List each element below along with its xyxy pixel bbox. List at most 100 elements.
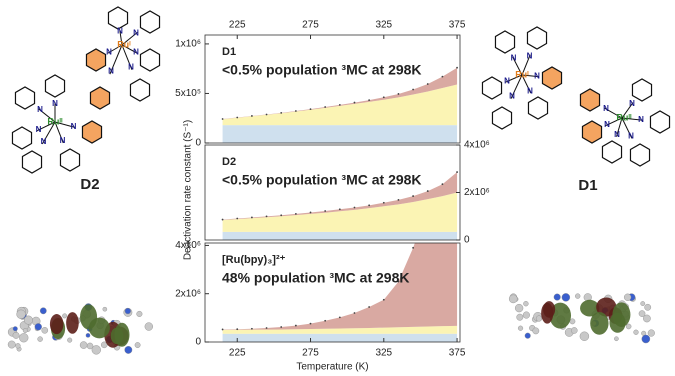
pyridine-ring xyxy=(528,97,547,119)
data-point xyxy=(383,96,385,98)
annotation: <0.5% population ³MC at 298K xyxy=(222,62,422,78)
area xyxy=(223,125,457,143)
pyridine-ring xyxy=(130,79,149,101)
data-point xyxy=(266,114,268,116)
data-point xyxy=(251,217,253,219)
atom-label: N xyxy=(628,132,634,141)
x-axis-title: Temperature (K) xyxy=(296,362,368,373)
pyridine-ring xyxy=(82,121,101,143)
pyridine-ring xyxy=(580,89,599,111)
data-point xyxy=(324,210,326,212)
data-point xyxy=(398,199,400,201)
orbital-lobe xyxy=(66,312,79,334)
x-tick-label: 375 xyxy=(449,348,466,359)
atom-sphere xyxy=(15,343,20,348)
area xyxy=(223,232,457,240)
data-point xyxy=(412,89,414,91)
metal-label: Ruᴵ xyxy=(515,69,529,79)
data-point xyxy=(412,247,414,249)
pyridine-ring xyxy=(602,141,621,163)
data-point xyxy=(295,325,297,327)
data-point xyxy=(310,108,312,110)
data-point xyxy=(251,328,253,330)
atom-sphere xyxy=(35,323,42,330)
pyridine-ring xyxy=(527,27,546,49)
data-point xyxy=(280,214,282,216)
data-point xyxy=(324,320,326,322)
panel-label: D1 xyxy=(222,46,236,58)
x-tick-label: 225 xyxy=(229,348,246,359)
orbital-lobe xyxy=(543,301,555,318)
atom-label: N xyxy=(504,77,510,86)
pyridine-ring xyxy=(86,49,105,71)
figure: NNNNNNNNNNNNRuᴵᴵRuᴵD2NNNNNNNNNNNNRuᴵRuᴵᴵ… xyxy=(0,0,675,376)
data-point xyxy=(236,218,238,220)
data-point xyxy=(456,171,458,173)
y-tick-label: 2x10⁶ xyxy=(464,187,490,198)
orbital-lobe xyxy=(610,313,626,333)
data-point xyxy=(339,316,341,318)
atom-sphere xyxy=(536,316,542,322)
data-point xyxy=(442,76,444,78)
area xyxy=(223,334,457,342)
data-point xyxy=(398,93,400,95)
pyridine-ring xyxy=(650,111,669,133)
orbital-lobe xyxy=(590,312,608,335)
atom-sphere xyxy=(145,323,153,331)
y-tick-label: 1x10⁶ xyxy=(175,39,201,50)
data-point xyxy=(383,299,385,301)
atom-sphere xyxy=(517,314,523,320)
atom-label: N xyxy=(509,92,515,101)
atom-label: N xyxy=(117,27,123,36)
atom-label: N xyxy=(527,52,533,61)
data-point xyxy=(280,112,282,114)
data-point xyxy=(295,213,297,215)
pyridine-ring xyxy=(140,49,159,71)
panel xyxy=(222,67,458,143)
atom-sphere xyxy=(13,326,18,331)
metal-label: Ruᴵᴵ xyxy=(616,112,632,122)
atom-sphere xyxy=(515,304,523,312)
atom-label: N xyxy=(106,48,112,57)
pyridine-ring xyxy=(22,151,41,173)
data-point xyxy=(412,195,414,197)
atom-sphere xyxy=(523,312,530,319)
pyridine-ring xyxy=(632,79,651,101)
atom-sphere xyxy=(570,319,575,324)
atom-label: N xyxy=(638,115,644,124)
data-point xyxy=(354,207,356,209)
atom-sphere xyxy=(523,301,528,306)
data-point xyxy=(236,328,238,330)
panel-label: D2 xyxy=(222,156,236,168)
pyridine-ring xyxy=(495,31,514,53)
atom-sphere xyxy=(103,307,107,311)
data-point xyxy=(354,312,356,314)
y-tick-label: 5x10⁵ xyxy=(175,88,201,99)
atom-sphere xyxy=(137,311,143,317)
atom-sphere xyxy=(17,310,26,319)
y-tick-label: 0 xyxy=(195,138,201,149)
y-tick-label: 0 xyxy=(464,235,470,246)
data-point xyxy=(324,106,326,108)
pyridine-ring xyxy=(60,149,79,171)
atom-sphere xyxy=(23,328,27,332)
y-tick-label: 0 xyxy=(195,337,201,348)
data-point xyxy=(339,104,341,106)
data-point xyxy=(251,115,253,117)
atom-sphere xyxy=(42,327,48,333)
atom-sphere xyxy=(575,294,580,299)
atom-label: N xyxy=(534,72,540,81)
atom-sphere xyxy=(87,343,93,349)
atom-sphere xyxy=(554,294,561,301)
data-point xyxy=(456,67,458,69)
data-point xyxy=(339,208,341,210)
orbital-lobe xyxy=(114,323,129,347)
atom-sphere xyxy=(67,338,72,343)
pyridine-ring xyxy=(45,75,64,97)
pyridine-ring xyxy=(12,127,31,149)
panel-label: [Ru(bpy)₃]²⁺ xyxy=(222,254,286,266)
x-tick-label: 375 xyxy=(449,20,466,31)
atom-label: N xyxy=(629,99,635,108)
atom-label: N xyxy=(60,136,66,145)
